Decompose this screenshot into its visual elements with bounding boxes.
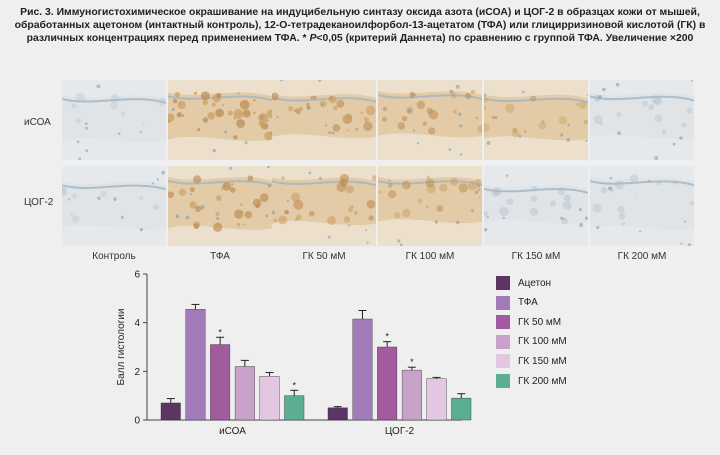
micrograph-tile bbox=[378, 80, 482, 160]
micrograph-tile bbox=[168, 80, 272, 160]
histology-bar-chart: 0 2 4 6 Балл гистологии * * иСОА * * ЦОГ-2 bbox=[116, 270, 472, 437]
micrograph-tile bbox=[168, 166, 272, 246]
x-category-label: ЦОГ-2 bbox=[385, 426, 415, 437]
bar bbox=[327, 407, 348, 421]
legend-label: ГК 50 мМ bbox=[518, 316, 562, 328]
legend-item: ТФА bbox=[496, 295, 626, 310]
column-label-gk100: ГК 100 мМ bbox=[405, 251, 455, 262]
legend-swatch bbox=[496, 315, 510, 330]
significance-marker: * bbox=[218, 327, 222, 337]
caption-text: Рис. 3. Иммуногистохимическое окрашивани… bbox=[14, 7, 706, 44]
micrograph-tile bbox=[590, 80, 694, 160]
column-label-gk50: ГК 50 мМ bbox=[302, 251, 346, 262]
significance-marker: * bbox=[410, 357, 414, 367]
legend-item: ГК 50 мМ bbox=[496, 315, 626, 330]
column-label-gk200: ГК 200 мМ bbox=[617, 251, 667, 262]
bar bbox=[160, 402, 181, 421]
legend-swatch bbox=[496, 354, 510, 369]
legend-swatch bbox=[496, 374, 510, 388]
micrograph-tile bbox=[62, 166, 166, 246]
caption-text-end: <0,05 (критерий Даннета) по сравнению с … bbox=[316, 33, 694, 44]
y-tick-label: 4 bbox=[134, 318, 140, 329]
significance-marker: * bbox=[385, 332, 389, 342]
bar bbox=[259, 375, 280, 421]
bar bbox=[234, 366, 255, 421]
micrograph-tile bbox=[378, 166, 482, 246]
bar bbox=[401, 369, 422, 421]
y-axis-label: Балл гистологии bbox=[116, 309, 127, 386]
bar bbox=[426, 378, 447, 421]
figure-caption: Рис. 3. Иммуногистохимическое окрашивани… bbox=[12, 6, 708, 45]
micrograph-tile bbox=[484, 166, 588, 246]
legend-swatch bbox=[496, 334, 510, 349]
bar bbox=[210, 344, 231, 421]
legend-item: ГК 100 мМ bbox=[496, 334, 626, 349]
legend-swatch bbox=[496, 276, 510, 290]
legend-item: Ацетон bbox=[496, 276, 626, 290]
legend-item: ГК 200 мМ bbox=[496, 374, 626, 388]
micrograph-tile bbox=[484, 80, 588, 160]
y-tick-label: 6 bbox=[134, 270, 140, 281]
caption-p-symbol: P bbox=[309, 33, 317, 44]
legend-label: ГК 200 мМ bbox=[518, 375, 567, 387]
legend-swatch bbox=[496, 295, 510, 310]
micrograph-tile bbox=[272, 166, 376, 246]
bar bbox=[284, 395, 305, 421]
column-label-tpa: ТФА bbox=[210, 251, 230, 262]
bar bbox=[352, 318, 373, 421]
y-tick-label: 0 bbox=[134, 416, 140, 427]
row-label-cox2: ЦОГ-2 bbox=[24, 197, 54, 208]
legend-label: ГК 100 мМ bbox=[518, 336, 567, 348]
bar bbox=[185, 309, 206, 421]
column-label-gk150: ГК 150 мМ bbox=[511, 251, 561, 262]
micrograph-tile bbox=[62, 80, 166, 160]
bar bbox=[451, 397, 472, 421]
column-label-control: Контроль bbox=[92, 251, 136, 262]
legend-item: ГК 150 мМ bbox=[496, 354, 626, 369]
micrograph-tile bbox=[590, 166, 694, 246]
y-tick-label: 2 bbox=[134, 367, 140, 378]
bar bbox=[377, 346, 398, 421]
significance-marker: * bbox=[292, 380, 296, 390]
legend-label: ГК 150 мМ bbox=[518, 355, 567, 367]
row-label-isoa: иСОА bbox=[24, 117, 51, 128]
micrograph-tile bbox=[272, 80, 376, 160]
x-category-label: иСОА bbox=[219, 426, 246, 437]
legend-label: Ацетон bbox=[518, 277, 552, 289]
legend-label: ТФА bbox=[518, 297, 538, 309]
micrograph-grid bbox=[62, 80, 708, 246]
